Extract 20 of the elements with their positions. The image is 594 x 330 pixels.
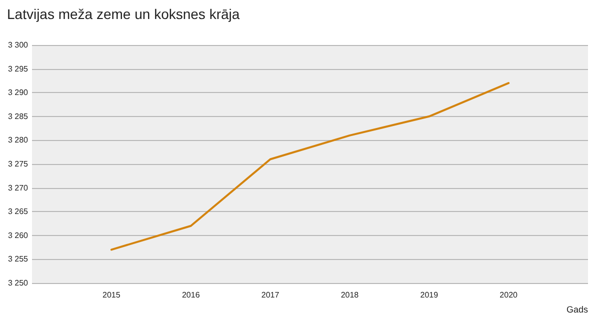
x-axis-title: Gads (566, 304, 588, 314)
y-tick-label: 3 295 (8, 64, 29, 74)
y-tick-label: 3 285 (8, 112, 29, 121)
x-tick-label: 2019 (420, 290, 439, 300)
y-tick-label: 3 290 (8, 88, 29, 98)
x-tick-label: 2018 (340, 290, 360, 300)
x-tick-label: 2017 (261, 290, 280, 300)
line-series (110, 82, 510, 251)
y-tick-label: 3 270 (8, 183, 29, 192)
y-tick-label: 3 250 (8, 278, 29, 288)
x-tick-label: 2020 (500, 290, 518, 300)
x-tick-label: 2015 (102, 290, 121, 300)
x-tick-label: 2016 (182, 290, 200, 300)
y-tick-label: 3 275 (8, 160, 29, 168)
y-tick-label: 3 300 (8, 40, 29, 50)
y-tick-label: 3 280 (8, 136, 29, 145)
y-tick-label: 3 265 (8, 207, 29, 216)
chart-title: Latvijas meža zeme un koksnes krāja (7, 6, 240, 22)
y-tick-label: 3 255 (8, 254, 29, 264)
y-tick-label: 3 260 (8, 230, 29, 240)
